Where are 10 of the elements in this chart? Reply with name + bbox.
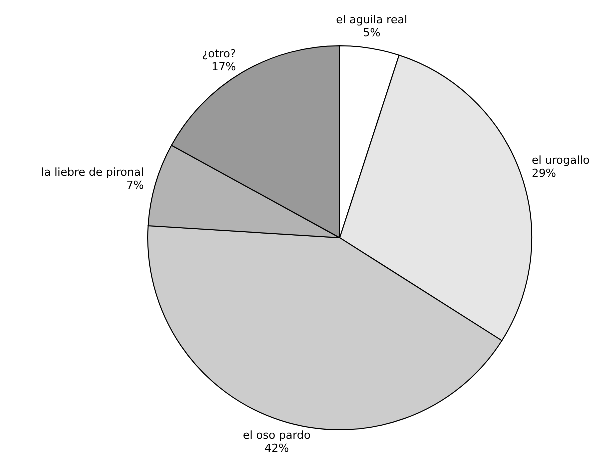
data-label: 29%: [532, 166, 556, 180]
data-label: 17%: [212, 60, 236, 74]
data-label: 5%: [363, 26, 381, 40]
data-label: 7%: [126, 179, 144, 192]
slice-label: la liebre de pironal: [41, 166, 144, 180]
slice-label: ¿otro?: [202, 47, 236, 60]
slice-label: el urogallo: [532, 154, 590, 167]
data-label: 42%: [264, 442, 290, 456]
slice-label: el aguila real: [336, 14, 408, 27]
slice-label: el oso pardo: [243, 429, 312, 442]
